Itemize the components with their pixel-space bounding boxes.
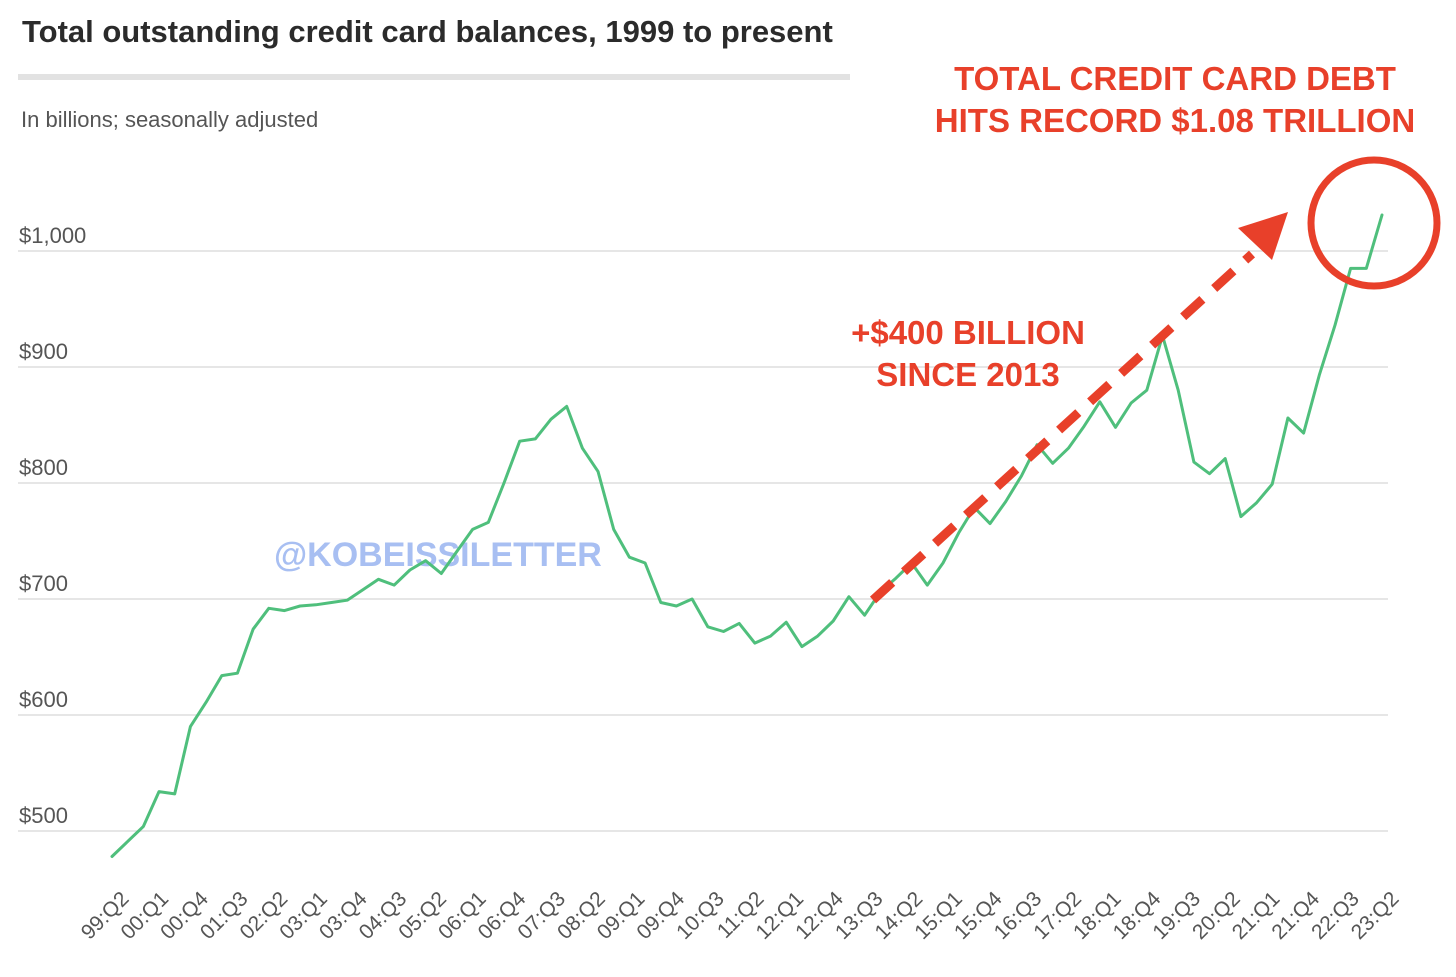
chart-title: Total outstanding credit card balances, … [22, 14, 833, 49]
trend-arrow-head [1238, 212, 1288, 260]
watermark: @KOBEISSILETTER [274, 536, 602, 574]
y-tick-label: $700 [19, 571, 68, 596]
y-tick-label: $500 [19, 803, 68, 828]
record-highlight-circle [1307, 156, 1441, 290]
x-axis-tick-labels: 99:Q200:Q100:Q401:Q302:Q203:Q103:Q404:Q3… [77, 887, 1404, 944]
title-divider [18, 74, 850, 80]
growth-label-line-2: SINCE 2013 [876, 356, 1059, 393]
headline-line-2: HITS RECORD $1.08 TRILLION [935, 102, 1415, 139]
headline-line-1: TOTAL CREDIT CARD DEBT [954, 60, 1396, 97]
y-tick-label: $600 [19, 687, 68, 712]
grid-lines [18, 250, 1388, 832]
y-tick-label: $900 [19, 339, 68, 364]
y-axis-tick-labels: $500 $600 $700 $800 $900 $1,000 [19, 223, 86, 828]
chart-subtitle: In billions; seasonally adjusted [21, 107, 319, 132]
y-tick-label: $1,000 [19, 223, 86, 248]
trend-arrow-shaft [869, 250, 1256, 604]
growth-label-line-1: +$400 BILLION [851, 314, 1085, 351]
series-line [110, 213, 1384, 858]
y-tick-label: $800 [19, 455, 68, 480]
